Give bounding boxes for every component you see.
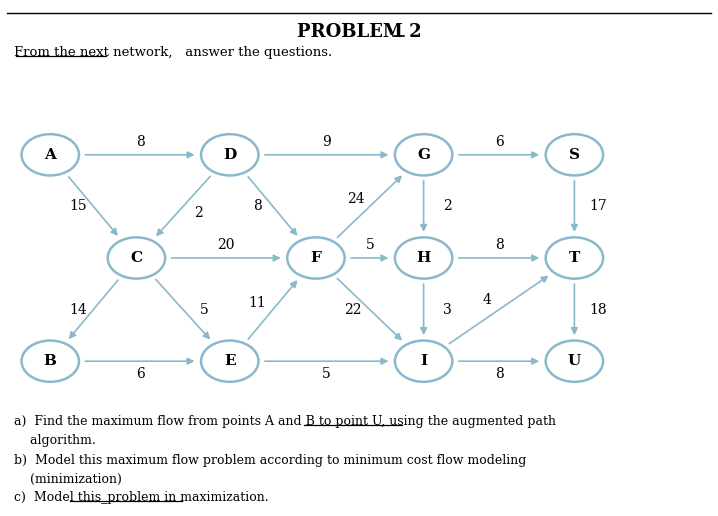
Text: b)  Model this maximum flow problem according to minimum cost flow modeling: b) Model this maximum flow problem accor… bbox=[14, 454, 527, 467]
Circle shape bbox=[287, 237, 345, 279]
Text: 3: 3 bbox=[443, 302, 452, 317]
Text: F: F bbox=[310, 251, 322, 265]
Text: algorithm.: algorithm. bbox=[14, 434, 96, 447]
Text: 8: 8 bbox=[253, 199, 262, 214]
Text: 18: 18 bbox=[589, 302, 607, 317]
Text: I: I bbox=[420, 354, 427, 368]
Circle shape bbox=[22, 134, 79, 175]
Text: A: A bbox=[45, 148, 56, 162]
Text: 17: 17 bbox=[589, 199, 607, 214]
Text: T: T bbox=[569, 251, 580, 265]
Text: 8: 8 bbox=[136, 135, 144, 149]
Text: (minimization): (minimization) bbox=[14, 473, 122, 486]
Text: a)  Find the maximum flow from points A and B to point U, using the augmented pa: a) Find the maximum flow from points A a… bbox=[14, 415, 556, 428]
Text: 14: 14 bbox=[70, 302, 87, 317]
Text: 5: 5 bbox=[200, 302, 208, 317]
Circle shape bbox=[108, 237, 165, 279]
Text: H: H bbox=[416, 251, 431, 265]
Circle shape bbox=[546, 341, 603, 382]
Text: 4: 4 bbox=[482, 293, 491, 307]
Text: 8: 8 bbox=[495, 367, 503, 381]
Text: S: S bbox=[569, 148, 580, 162]
Text: G: G bbox=[417, 148, 430, 162]
Text: 11: 11 bbox=[248, 296, 266, 310]
Text: PROBLEM 2: PROBLEM 2 bbox=[297, 23, 421, 41]
Text: 2: 2 bbox=[194, 206, 202, 220]
Text: 5: 5 bbox=[322, 367, 331, 381]
Text: 24: 24 bbox=[347, 191, 364, 206]
Text: 2: 2 bbox=[443, 199, 452, 214]
Text: D: D bbox=[223, 148, 236, 162]
Circle shape bbox=[546, 237, 603, 279]
Text: From the next network,   answer the questions.: From the next network, answer the questi… bbox=[14, 46, 332, 59]
Text: 6: 6 bbox=[495, 135, 503, 149]
Text: B: B bbox=[44, 354, 57, 368]
Text: 20: 20 bbox=[218, 238, 235, 252]
Text: 9: 9 bbox=[322, 135, 331, 149]
Circle shape bbox=[201, 341, 258, 382]
Text: 6: 6 bbox=[136, 367, 144, 381]
Text: U: U bbox=[568, 354, 581, 368]
Circle shape bbox=[395, 134, 452, 175]
Text: E: E bbox=[224, 354, 236, 368]
Circle shape bbox=[22, 341, 79, 382]
Text: 15: 15 bbox=[70, 199, 87, 214]
Text: 22: 22 bbox=[345, 302, 362, 317]
Text: c)  Model this_problem in maximization.: c) Model this_problem in maximization. bbox=[14, 491, 269, 504]
Circle shape bbox=[201, 134, 258, 175]
Text: 5: 5 bbox=[365, 238, 374, 252]
Text: C: C bbox=[131, 251, 142, 265]
Circle shape bbox=[546, 134, 603, 175]
Text: 8: 8 bbox=[495, 238, 503, 252]
Circle shape bbox=[395, 341, 452, 382]
Circle shape bbox=[395, 237, 452, 279]
